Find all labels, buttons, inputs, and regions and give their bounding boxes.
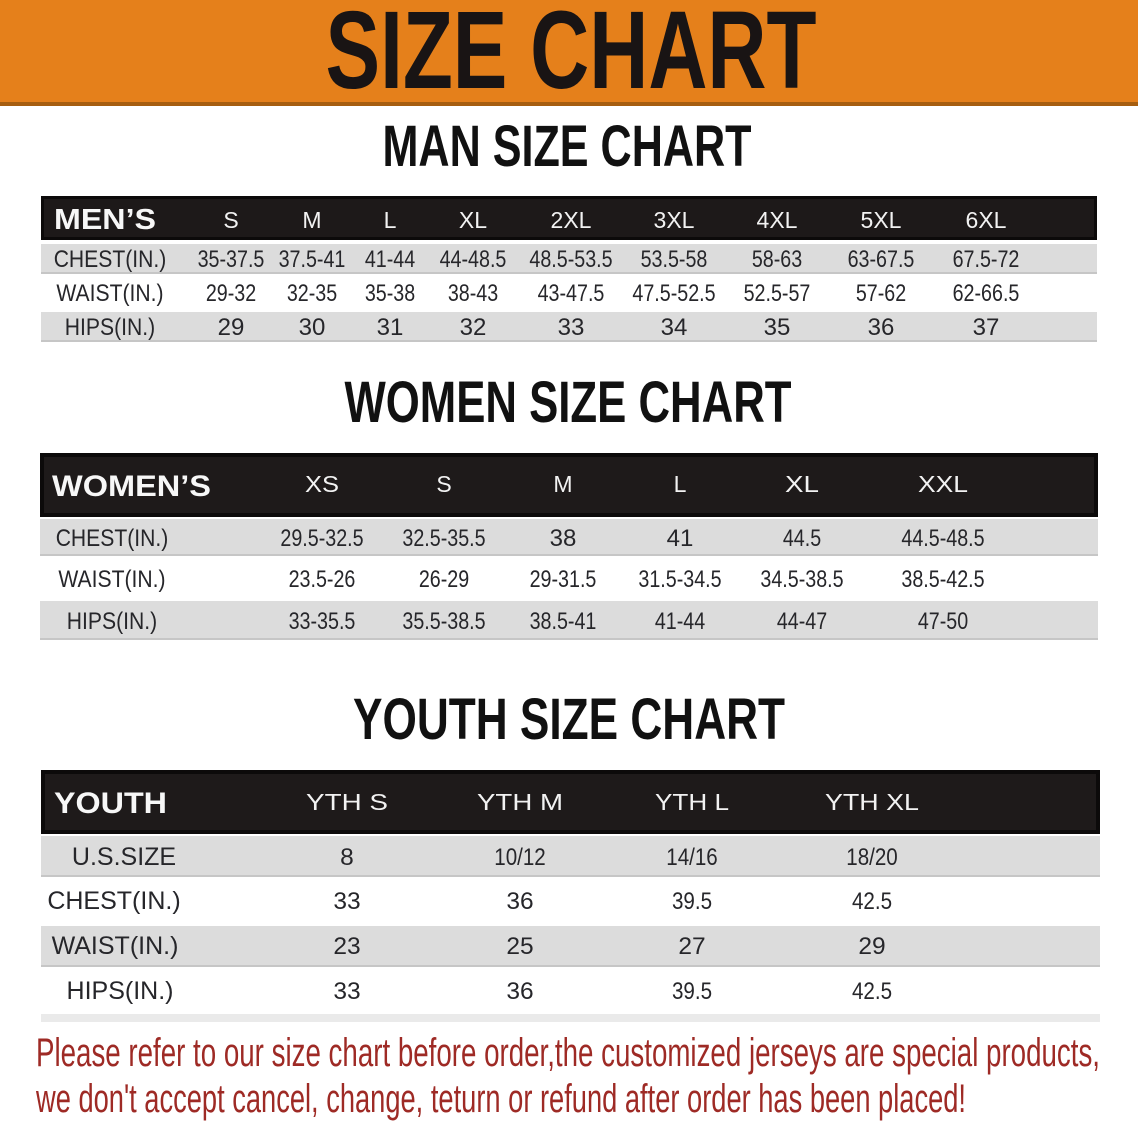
- svg-text:47.5-52.5: 47.5-52.5: [632, 280, 715, 307]
- svg-text:26-29: 26-29: [419, 566, 469, 593]
- svg-text:35.5-38.5: 35.5-38.5: [402, 608, 485, 635]
- svg-text:XXL: XXL: [918, 471, 968, 497]
- svg-text:48.5-53.5: 48.5-53.5: [529, 246, 612, 273]
- svg-text:44-47: 44-47: [777, 608, 827, 635]
- svg-text:YTH L: YTH L: [655, 789, 729, 815]
- svg-text:4XL: 4XL: [757, 207, 798, 233]
- svg-text:L: L: [384, 207, 397, 233]
- svg-text:29.5-32.5: 29.5-32.5: [280, 525, 363, 552]
- svg-text:35-37.5: 35-37.5: [198, 246, 265, 273]
- svg-text:34: 34: [661, 314, 688, 341]
- svg-text:HIPS(IN.): HIPS(IN.): [67, 977, 174, 1005]
- svg-text:29: 29: [858, 933, 885, 960]
- svg-text:33: 33: [333, 978, 360, 1005]
- svg-text:YOUTH: YOUTH: [54, 787, 167, 820]
- svg-text:YTH S: YTH S: [306, 789, 388, 815]
- svg-text:36: 36: [868, 314, 895, 341]
- svg-text:35-38: 35-38: [365, 280, 415, 307]
- svg-text:HIPS(IN.): HIPS(IN.): [67, 608, 157, 635]
- svg-text:41: 41: [667, 525, 694, 552]
- svg-text:M: M: [302, 207, 321, 233]
- svg-text:44.5-48.5: 44.5-48.5: [901, 525, 984, 552]
- svg-text:29: 29: [218, 314, 245, 341]
- svg-text:35: 35: [764, 314, 791, 341]
- svg-text:62-66.5: 62-66.5: [953, 280, 1020, 307]
- svg-text:23.5-26: 23.5-26: [289, 566, 356, 593]
- svg-text:3XL: 3XL: [654, 207, 695, 233]
- svg-text:33: 33: [558, 314, 585, 341]
- svg-text:38.5-42.5: 38.5-42.5: [901, 566, 984, 593]
- svg-text:WAIST(IN.): WAIST(IN.): [56, 280, 163, 307]
- svg-text:XL: XL: [785, 471, 819, 497]
- svg-text:YOUTH SIZE CHART: YOUTH SIZE CHART: [353, 687, 785, 752]
- svg-text:39.5: 39.5: [672, 888, 712, 915]
- svg-text:27: 27: [678, 933, 705, 960]
- svg-text:L: L: [674, 471, 687, 497]
- svg-text:HIPS(IN.): HIPS(IN.): [65, 314, 155, 341]
- svg-text:Please refer to our size chart: Please refer to our size chart before or…: [36, 1031, 1100, 1075]
- svg-text:S: S: [223, 207, 238, 233]
- svg-text:29-31.5: 29-31.5: [530, 566, 597, 593]
- svg-text:U.S.SIZE: U.S.SIZE: [72, 843, 176, 871]
- svg-text:39.5: 39.5: [672, 978, 712, 1005]
- svg-text:S: S: [436, 471, 451, 497]
- svg-text:31.5-34.5: 31.5-34.5: [638, 566, 721, 593]
- svg-text:53.5-58: 53.5-58: [641, 246, 708, 273]
- svg-text:31: 31: [377, 314, 404, 341]
- svg-text:37.5-41: 37.5-41: [279, 246, 346, 273]
- svg-text:29-32: 29-32: [206, 280, 256, 307]
- svg-text:32: 32: [460, 314, 487, 341]
- svg-text:YTH M: YTH M: [477, 789, 563, 815]
- svg-text:57-62: 57-62: [856, 280, 906, 307]
- svg-text:42.5: 42.5: [852, 888, 892, 915]
- svg-text:58-63: 58-63: [752, 246, 802, 273]
- svg-text:8: 8: [340, 844, 354, 871]
- svg-text:WOMEN SIZE CHART: WOMEN SIZE CHART: [345, 370, 792, 435]
- svg-text:WOMEN’S: WOMEN’S: [52, 470, 211, 503]
- svg-text:63-67.5: 63-67.5: [848, 246, 915, 273]
- svg-text:5XL: 5XL: [861, 207, 902, 233]
- svg-text:MAN SIZE CHART: MAN SIZE CHART: [383, 114, 752, 179]
- svg-text:43-47.5: 43-47.5: [538, 280, 605, 307]
- svg-text:2XL: 2XL: [551, 207, 592, 233]
- svg-text:37: 37: [973, 314, 1000, 341]
- svg-text:WAIST(IN.): WAIST(IN.): [58, 566, 165, 593]
- svg-text:41-44: 41-44: [365, 246, 415, 273]
- svg-text:38: 38: [550, 525, 577, 552]
- svg-text:WAIST(IN.): WAIST(IN.): [52, 932, 179, 960]
- svg-text:MEN’S: MEN’S: [54, 204, 156, 236]
- svg-text:52.5-57: 52.5-57: [744, 280, 811, 307]
- svg-text:CHEST(IN.): CHEST(IN.): [56, 525, 169, 552]
- svg-text:34.5-38.5: 34.5-38.5: [760, 566, 843, 593]
- svg-text:18/20: 18/20: [846, 844, 898, 871]
- svg-text:M: M: [553, 471, 572, 497]
- svg-text:30: 30: [299, 314, 326, 341]
- svg-text:XL: XL: [459, 207, 487, 233]
- svg-text:38.5-41: 38.5-41: [530, 608, 597, 635]
- svg-text:47-50: 47-50: [918, 608, 968, 635]
- svg-text:CHEST(IN.): CHEST(IN.): [54, 246, 167, 273]
- svg-text:YTH XL: YTH XL: [825, 789, 919, 815]
- svg-text:38-43: 38-43: [448, 280, 498, 307]
- svg-text:36: 36: [506, 978, 533, 1005]
- svg-text:25: 25: [506, 933, 533, 960]
- svg-text:44-48.5: 44-48.5: [440, 246, 507, 273]
- svg-text:XS: XS: [305, 471, 339, 497]
- svg-text:67.5-72: 67.5-72: [953, 246, 1020, 273]
- svg-text:36: 36: [506, 888, 533, 915]
- svg-text:10/12: 10/12: [494, 844, 546, 871]
- svg-text:41-44: 41-44: [655, 608, 705, 635]
- svg-text:33-35.5: 33-35.5: [289, 608, 356, 635]
- svg-text:14/16: 14/16: [666, 844, 718, 871]
- svg-text:32-35: 32-35: [287, 280, 337, 307]
- svg-text:6XL: 6XL: [966, 207, 1007, 233]
- svg-text:we don't accept cancel, change: we don't accept cancel, change, teturn o…: [35, 1077, 966, 1121]
- svg-text:SIZE CHART: SIZE CHART: [326, 0, 817, 112]
- svg-text:44.5: 44.5: [783, 525, 821, 552]
- svg-text:CHEST(IN.): CHEST(IN.): [47, 887, 180, 915]
- svg-text:23: 23: [333, 933, 360, 960]
- svg-text:33: 33: [333, 888, 360, 915]
- svg-text:32.5-35.5: 32.5-35.5: [402, 525, 485, 552]
- svg-text:42.5: 42.5: [852, 978, 892, 1005]
